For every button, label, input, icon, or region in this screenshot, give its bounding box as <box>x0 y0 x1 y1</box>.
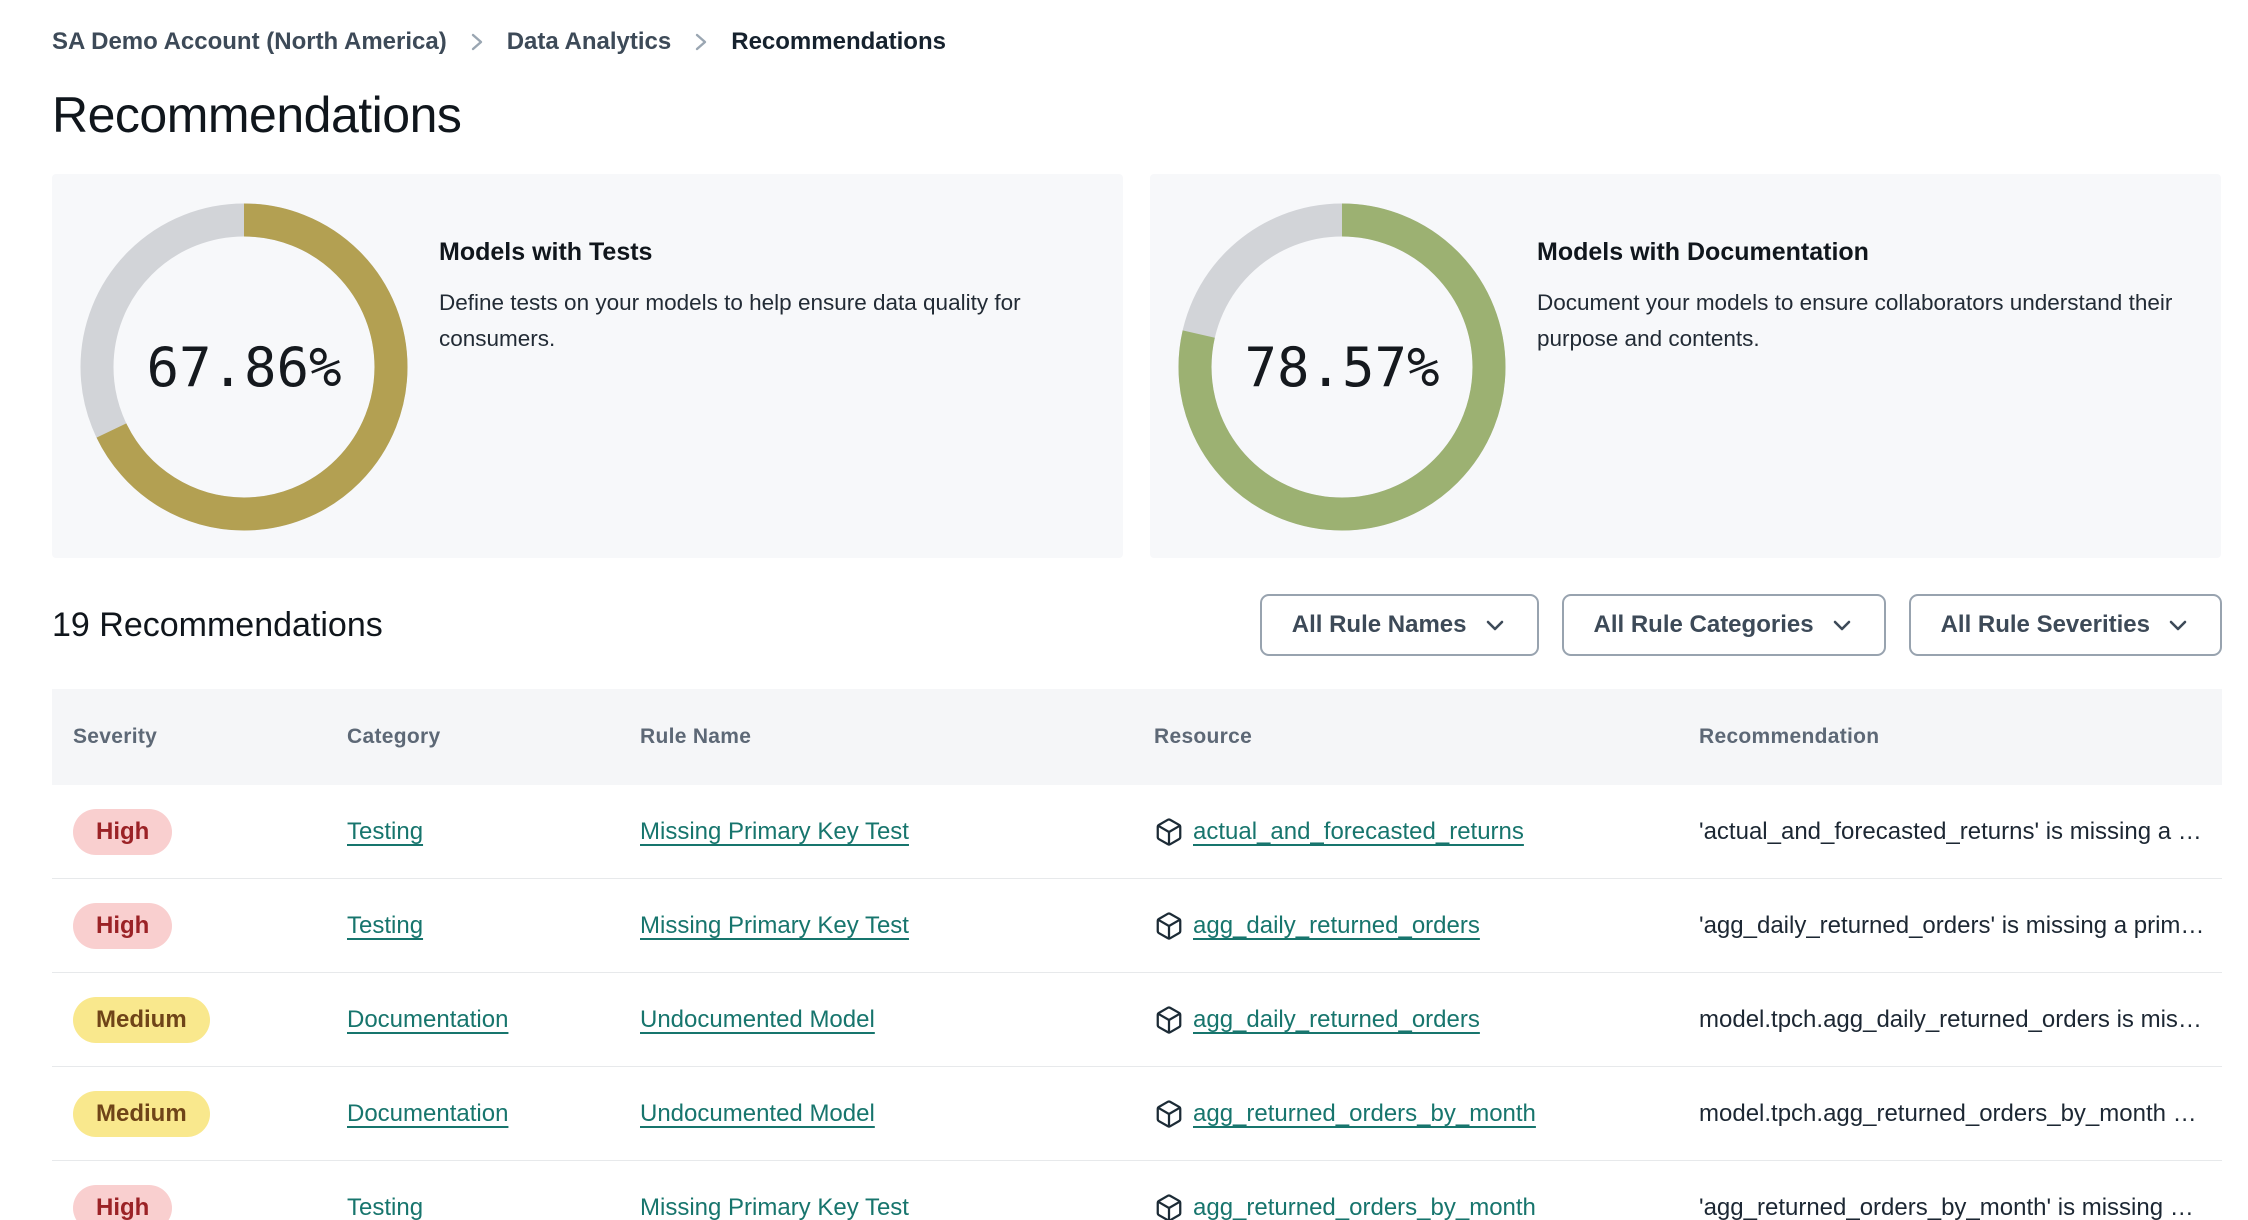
severity-badge: High <box>73 902 173 949</box>
breadcrumb-account[interactable]: SA Demo Account (North America) <box>52 28 447 55</box>
recommendation-text: model.tpch.agg_daily_returned_orders is … <box>1699 1005 2202 1033</box>
severity-badge: Medium <box>73 996 210 1043</box>
column-header-severity: Severity <box>73 725 158 748</box>
resource-link[interactable]: actual_and_forecasted_returns <box>1193 817 1524 845</box>
card-models-with-documentation: 78.57% Models with Documentation Documen… <box>1150 174 2221 558</box>
card-description: Document your models to ensure collabora… <box>1537 290 2173 351</box>
recommendation-text: model.tpch.agg_returned_orders_by_month … <box>1699 1099 2197 1127</box>
model-cube-icon <box>1156 911 1182 940</box>
rule-name-link[interactable]: Undocumented Model <box>640 1005 875 1033</box>
recommendations-count-title: 19 Recommendations <box>52 605 383 644</box>
table-row: High Testing Missing Primary Key Test ag… <box>52 1161 2222 1220</box>
recommendation-text: 'agg_daily_returned_orders' is missing a… <box>1699 911 2205 939</box>
column-header-rule-name: Rule Name <box>640 725 752 748</box>
resource-link[interactable]: agg_daily_returned_orders <box>1193 1005 1480 1033</box>
docs-donut-chart: 78.57% <box>1177 202 1507 532</box>
card-description: Define tests on your models to help ensu… <box>439 290 1021 351</box>
tests-percent-value: 67.86% <box>146 335 342 399</box>
severity-badge: High <box>73 1184 173 1220</box>
card-title: Models with Tests <box>439 238 653 266</box>
column-header-recommendation: Recommendation <box>1699 725 1880 748</box>
filter-rule-names[interactable]: All Rule Names <box>1259 594 1539 656</box>
chevron-down-icon <box>2169 620 2187 631</box>
rule-name-link[interactable]: Missing Primary Key Test <box>640 911 909 939</box>
category-link[interactable]: Testing <box>347 911 424 939</box>
table-row: Medium Documentation Undocumented Model … <box>52 1067 2222 1161</box>
card-models-with-tests: 67.86% Models with Tests Define tests on… <box>52 174 1123 558</box>
model-cube-icon <box>1156 1005 1182 1034</box>
breadcrumb-project[interactable]: Data Analytics <box>506 28 672 55</box>
chevron-right-icon <box>469 30 485 54</box>
table-row: Medium Documentation Undocumented Model … <box>52 973 2222 1067</box>
chevron-down-icon <box>1833 620 1850 631</box>
breadcrumb: SA Demo Account (North America) Data Ana… <box>52 28 2222 56</box>
table-header-row: Severity Category Rule Name Resource Rec… <box>52 689 2222 785</box>
table-row: High Testing Missing Primary Key Test ac… <box>52 785 2222 879</box>
column-header-category: Category <box>347 725 441 748</box>
model-cube-icon <box>1156 1099 1182 1128</box>
category-link[interactable]: Testing <box>347 817 424 845</box>
page-title: Recommendations <box>52 87 462 143</box>
category-link[interactable]: Documentation <box>347 1005 509 1033</box>
resource-link[interactable]: agg_returned_orders_by_month <box>1193 1193 1536 1220</box>
rule-name-link[interactable]: Undocumented Model <box>640 1099 875 1127</box>
model-cube-icon <box>1156 1193 1182 1220</box>
recommendation-text: 'actual_and_forecasted_returns' is missi… <box>1699 817 2202 845</box>
docs-percent-value: 78.57% <box>1244 335 1440 399</box>
card-title: Models with Documentation <box>1537 238 1869 266</box>
chevron-down-icon <box>1486 620 1503 631</box>
recommendation-text: 'agg_returned_orders_by_month' is missin… <box>1699 1193 2194 1220</box>
severity-badge: Medium <box>73 1090 210 1137</box>
filter-bar: All Rule Names All Rule Categories All R… <box>1259 594 2222 656</box>
metric-cards: 67.86% Models with Tests Define tests on… <box>52 174 2222 558</box>
filter-rule-categories[interactable]: All Rule Categories <box>1561 594 1886 656</box>
severity-badge: High <box>73 808 173 855</box>
recommendations-table: Severity Category Rule Name Resource Rec… <box>52 689 2222 1220</box>
resource-link[interactable]: agg_returned_orders_by_month <box>1193 1099 1536 1127</box>
column-header-resource: Resource <box>1154 725 1253 748</box>
rule-name-link[interactable]: Missing Primary Key Test <box>640 1193 909 1220</box>
resource-link[interactable]: agg_daily_returned_orders <box>1193 911 1480 939</box>
rule-name-link[interactable]: Missing Primary Key Test <box>640 817 909 845</box>
model-cube-icon <box>1156 817 1182 846</box>
table-row: High Testing Missing Primary Key Test ag… <box>52 879 2222 973</box>
category-link[interactable]: Documentation <box>347 1099 509 1127</box>
tests-donut-chart: 67.86% <box>79 202 409 532</box>
filter-rule-severities[interactable]: All Rule Severities <box>1908 594 2222 656</box>
category-link[interactable]: Testing <box>347 1193 424 1220</box>
breadcrumb-current: Recommendations <box>731 28 946 55</box>
chevron-right-icon <box>693 30 709 54</box>
